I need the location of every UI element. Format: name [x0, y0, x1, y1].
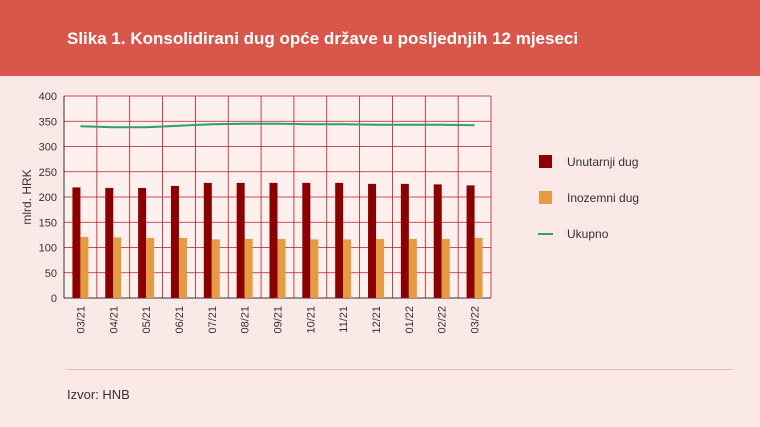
legend-swatch: [539, 191, 552, 204]
figure-title: Slika 1. Konsolidirani dug opće države u…: [67, 29, 579, 48]
y-tick-label: 350: [39, 116, 57, 128]
bar-inozemni-dug: [277, 238, 286, 298]
debt-chart: 0 50 100 150 200 250 300 350 400 03/21 04/21 05/21 0…: [20, 91, 639, 334]
y-tick-label: 150: [39, 217, 57, 229]
bar-inozemni-dug: [113, 237, 122, 298]
y-tick-label: 0: [51, 293, 57, 305]
bar-inozemni-dug: [474, 237, 483, 298]
y-tick-label: 50: [45, 268, 57, 280]
x-tick-label: 11/21: [338, 306, 350, 333]
legend-item: Inozemni dug: [539, 191, 639, 205]
x-tick-label: 10/21: [305, 306, 317, 334]
y-tick-label: 100: [39, 243, 57, 255]
y-tick-label: 200: [39, 192, 57, 204]
bar-inozemni-dug: [80, 236, 89, 298]
x-tick-label: 04/21: [108, 306, 120, 334]
bar-unutarnji-dug: [203, 182, 212, 298]
bar-inozemni-dug: [408, 238, 417, 298]
x-tick-label: 02/22: [437, 306, 449, 334]
bar-inozemni-dug: [310, 239, 319, 298]
source-note: Izvor: HNB: [67, 387, 130, 402]
x-tick-label: 05/21: [141, 306, 153, 334]
legend-label: Ukupno: [567, 227, 609, 241]
legend-label: Inozemni dug: [567, 191, 639, 205]
bar-unutarnji-dug: [236, 182, 245, 298]
bar-unutarnji-dug: [400, 183, 409, 298]
legend-label: Unutarnji dug: [567, 155, 638, 169]
bar-inozemni-dug: [244, 238, 253, 298]
x-tick-label: 01/22: [404, 306, 416, 334]
legend-item: Unutarnji dug: [539, 155, 638, 169]
bar-unutarnji-dug: [466, 185, 475, 298]
x-tick-label: 08/21: [240, 306, 252, 334]
bar-unutarnji-dug: [138, 187, 147, 298]
y-tick-label: 250: [39, 167, 57, 179]
bar-unutarnji-dug: [269, 182, 278, 298]
bar-inozemni-dug: [441, 238, 450, 298]
x-tick-label: 06/21: [174, 306, 186, 334]
footer-divider: [67, 369, 732, 370]
legend-item: Ukupno: [538, 227, 609, 241]
x-tick-label: 09/21: [273, 306, 285, 334]
x-tick-label: 12/21: [371, 306, 383, 334]
bar-inozemni-dug: [178, 237, 187, 298]
header-banner: Slika 1. Konsolidirani dug opće države u…: [0, 0, 760, 76]
bar-inozemni-dug: [376, 238, 385, 298]
bar-unutarnji-dug: [335, 182, 344, 298]
bar-inozemni-dug: [343, 239, 352, 298]
x-tick-label: 03/21: [75, 306, 87, 334]
bar-unutarnji-dug: [302, 182, 311, 298]
x-tick-label: 03/22: [470, 306, 482, 334]
bar-unutarnji-dug: [105, 187, 114, 298]
bar-unutarnji-dug: [72, 187, 81, 298]
y-tick-label: 400: [39, 91, 57, 103]
y-tick-label: 300: [39, 142, 57, 154]
y-axis-label: mlrd. HRK: [20, 169, 34, 224]
bar-inozemni-dug: [146, 237, 155, 298]
x-tick-label: 07/21: [207, 306, 219, 334]
legend-swatch: [539, 155, 552, 168]
bar-unutarnji-dug: [368, 183, 377, 298]
bar-unutarnji-dug: [170, 185, 179, 298]
line-ukupno: [80, 122, 475, 129]
bar-inozemni-dug: [211, 239, 220, 298]
bar-unutarnji-dug: [433, 184, 442, 298]
